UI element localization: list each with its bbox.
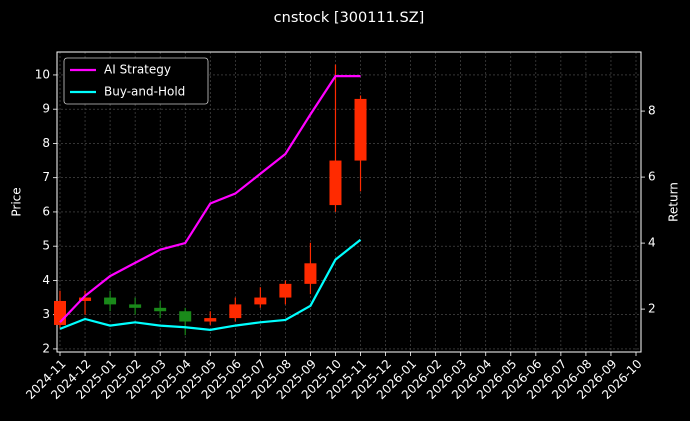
y2-tick-label: 4 (648, 236, 656, 250)
y-tick-label: 8 (42, 136, 50, 150)
candle-body (104, 297, 117, 305)
y2-tick-label: 8 (648, 104, 656, 118)
line-series (59, 238, 362, 331)
candle-body (279, 283, 292, 298)
y-tick-label: 3 (42, 307, 50, 321)
plot-frame (56, 51, 642, 353)
line-series (59, 74, 361, 324)
legend-label: AI Strategy (104, 63, 171, 77)
y-tick-label: 5 (42, 239, 50, 253)
chart-title: cnstock [300111.SZ] (274, 10, 425, 26)
candle-body (329, 160, 342, 206)
y2-tick-label: 6 (648, 170, 656, 184)
y-axis-label: Price (10, 187, 24, 216)
y2-tick-label: 2 (648, 302, 656, 316)
candle-body (229, 304, 242, 319)
candle-body (204, 318, 217, 322)
y-tick-label: 9 (42, 102, 50, 116)
y-tick-label: 4 (42, 273, 50, 287)
y-tick-label: 7 (42, 170, 50, 184)
candle-body (254, 297, 267, 305)
y2-axis-label: Return (667, 182, 681, 222)
y-tick-label: 6 (42, 204, 50, 218)
candle-body (304, 263, 317, 284)
y-tick-label: 10 (35, 67, 50, 81)
candle-body (179, 311, 192, 322)
candle-body (129, 304, 142, 308)
legend-box (63, 57, 209, 105)
candle-body (354, 98, 367, 161)
legend-label: Buy-and-Hold (104, 85, 185, 99)
y-tick-label: 2 (42, 341, 50, 355)
candle-body (154, 307, 167, 312)
candle-body (79, 297, 92, 301)
